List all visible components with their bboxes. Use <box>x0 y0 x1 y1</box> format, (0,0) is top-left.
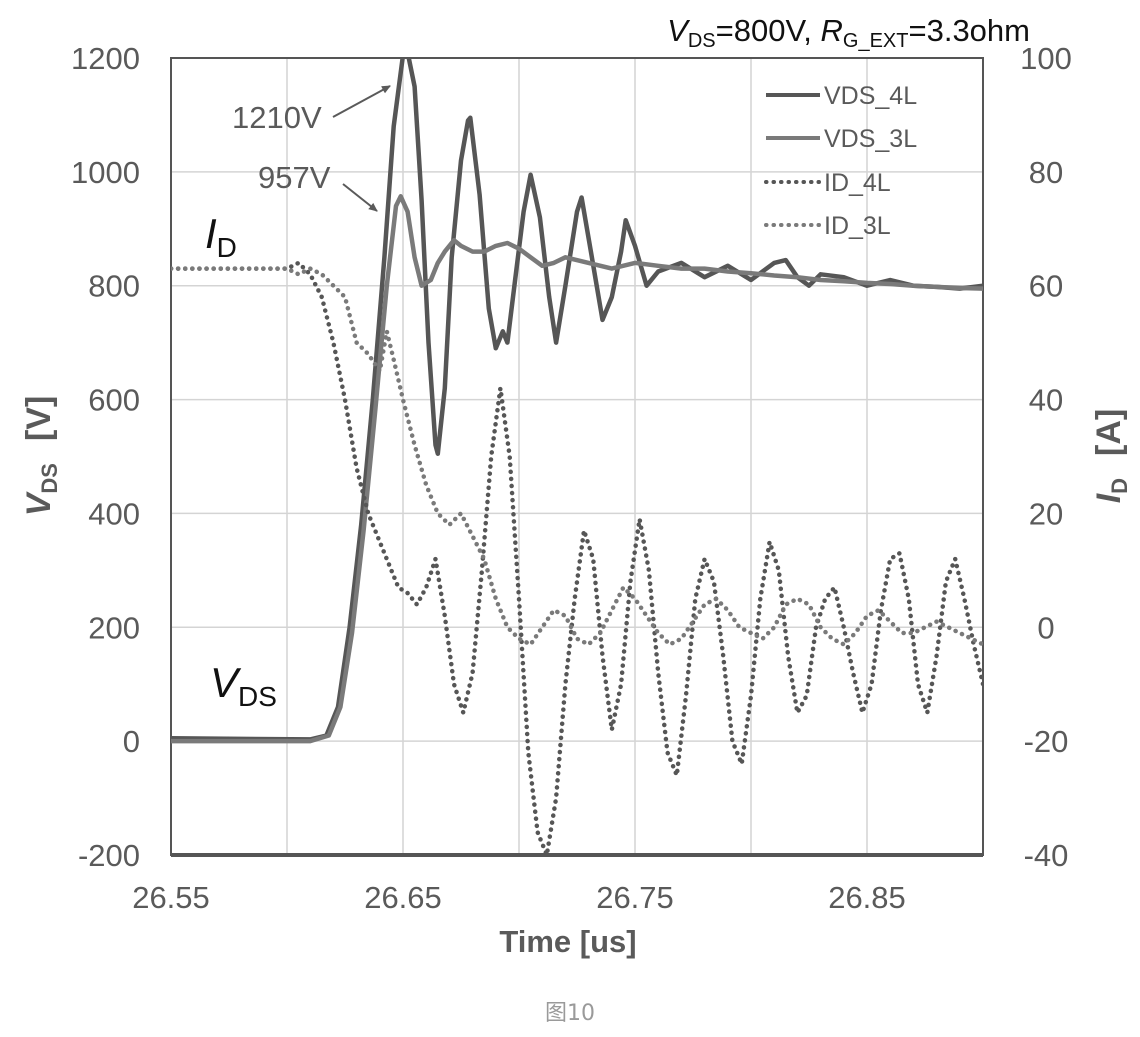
series-vds-3l <box>171 194 983 744</box>
annotation-957v: 957V <box>258 160 331 195</box>
y-tick-label-left: 600 <box>88 383 140 418</box>
legend-label-vds-3l: VDS_3L <box>824 125 917 153</box>
legend-label-id-3l: ID_3L <box>824 212 891 240</box>
x-tick-label: 26.85 <box>828 880 906 915</box>
y-tick-label-right: 40 <box>1029 383 1063 418</box>
chart-title: VDS=800V, RG_EXT=3.3ohm <box>667 13 1030 52</box>
series-id-3l <box>171 266 983 647</box>
annotation-1210v-arrow <box>332 85 391 118</box>
y-tick-label-right: -40 <box>1024 838 1069 873</box>
y-tick-label-right: 20 <box>1029 496 1063 531</box>
series-id-4l <box>171 260 983 855</box>
series-layer <box>171 58 983 855</box>
y-tick-label-right: 60 <box>1029 269 1063 304</box>
y-tick-label-left: 400 <box>88 496 140 531</box>
x-axis-label: Time [us] <box>499 924 636 959</box>
y-tick-label-right: -20 <box>1024 724 1069 759</box>
y-tick-label-left: 200 <box>88 610 140 645</box>
annotation-1210v: 1210V <box>232 100 322 135</box>
grid-lines <box>170 57 984 856</box>
y-axis-label-right: ID[A] <box>1090 409 1132 504</box>
y-tick-label-left: 0 <box>123 724 140 759</box>
x-tick-label: 26.75 <box>596 880 674 915</box>
legend: VDS_4L VDS_3L ID_4L ID_3L <box>764 82 917 240</box>
y-tick-label-left: 800 <box>88 269 140 304</box>
curve-label-vds: VDS <box>210 659 277 712</box>
y-tick-label-left: -200 <box>78 838 140 873</box>
y-tick-label-left: 1000 <box>71 155 140 190</box>
figure-caption: 图10 <box>545 1001 595 1026</box>
y-axis-label-left: VDS[V] <box>20 396 62 517</box>
legend-label-vds-4l: VDS_4L <box>824 82 917 110</box>
chart: -200020040060080010001200-40-20020406080… <box>20 13 1132 959</box>
x-tick-label: 26.65 <box>364 880 442 915</box>
y-tick-label-right: 100 <box>1020 41 1072 76</box>
legend-label-id-4l: ID_4L <box>824 169 891 197</box>
annotation-957v-arrow <box>342 183 378 212</box>
curve-label-id: ID <box>205 210 237 263</box>
y-tick-label-right: 0 <box>1037 610 1054 645</box>
tick-labels: -200020040060080010001200-40-20020406080… <box>71 41 1072 915</box>
series-vds-4l <box>171 58 983 742</box>
y-tick-label-right: 80 <box>1029 155 1063 190</box>
y-tick-label-left: 1200 <box>71 41 140 76</box>
x-tick-label: 26.55 <box>132 880 210 915</box>
